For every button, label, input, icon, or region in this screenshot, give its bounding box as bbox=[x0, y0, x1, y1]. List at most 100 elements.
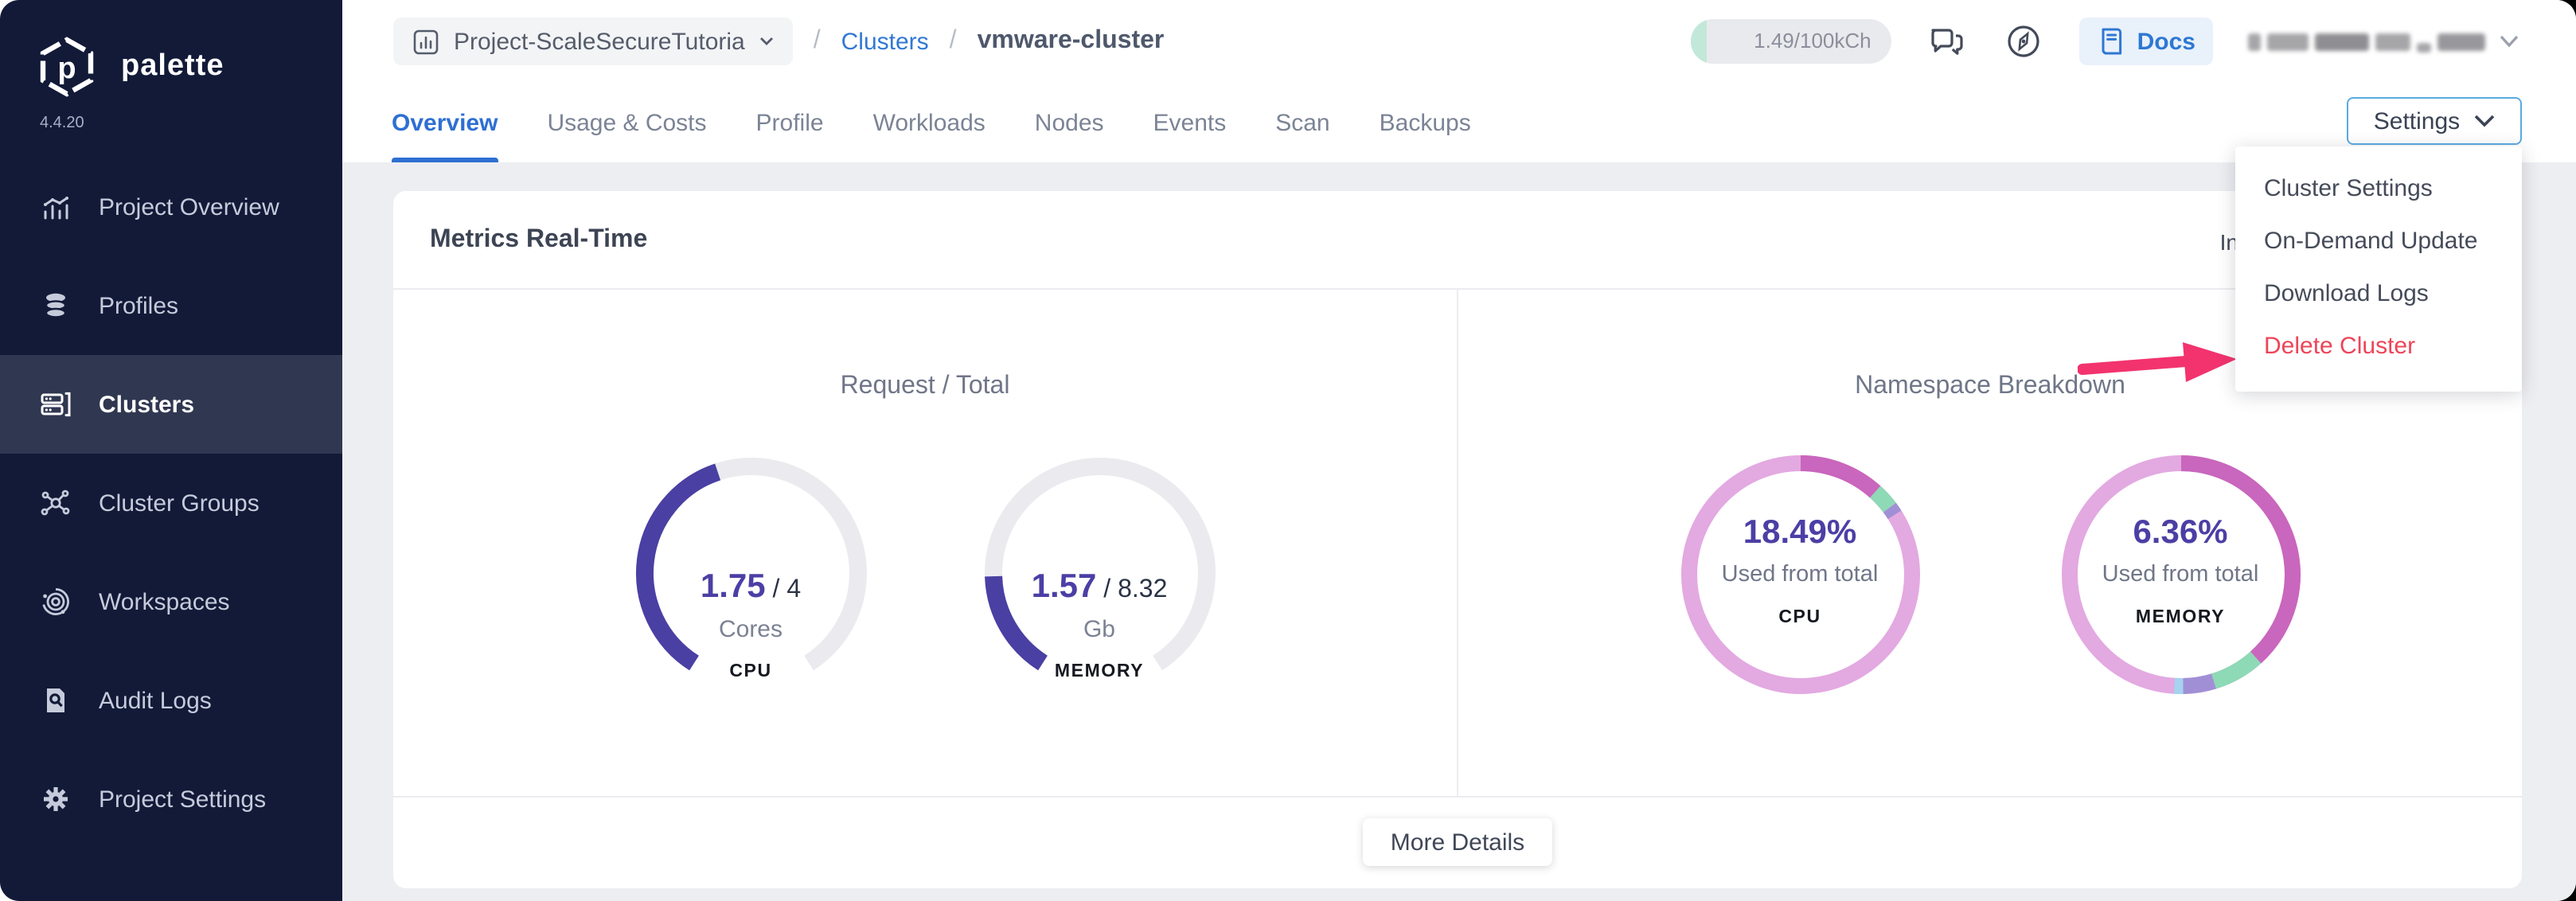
logo[interactable]: p palette bbox=[0, 0, 342, 99]
usage-text: 1.49/100kCh bbox=[1754, 29, 1872, 53]
compass-icon bbox=[2008, 25, 2040, 57]
truncated-header-text: In bbox=[2219, 229, 2238, 255]
memory-donut-ring bbox=[2061, 455, 2300, 695]
sidebar-item-project-settings[interactable]: Project Settings bbox=[0, 750, 342, 848]
sidebar-item-workspaces[interactable]: Workspaces bbox=[0, 552, 342, 651]
cpu-donut-label: CPU bbox=[1778, 608, 1821, 627]
book-icon bbox=[2102, 28, 2122, 55]
cpu-gauge-label: CPU bbox=[729, 662, 772, 681]
cpu-used-subtitle: Used from total bbox=[1721, 562, 1879, 587]
breadcrumb-separator: / bbox=[813, 27, 821, 54]
breadcrumb: Project-ScaleSecureTutoria / Clusters / … bbox=[393, 18, 1164, 65]
breadcrumb-clusters-link[interactable]: Clusters bbox=[841, 28, 929, 55]
docs-button[interactable]: Docs bbox=[2079, 18, 2213, 65]
cpu-donut-ring bbox=[1680, 455, 1919, 694]
tab-nodes[interactable]: Nodes bbox=[1034, 109, 1104, 136]
menu-item-on-demand-update[interactable]: On-Demand Update bbox=[2264, 228, 2478, 255]
menu-item-cluster-settings[interactable]: Cluster Settings bbox=[2264, 175, 2433, 202]
bar-chart-icon bbox=[44, 197, 68, 220]
sidebar-item-label: Project Settings bbox=[99, 786, 267, 813]
chevron-down-icon bbox=[2474, 115, 2495, 127]
memory-gauge: 1.57 / 8.32 Gb MEMORY bbox=[980, 454, 1219, 692]
palette-logo-icon: p bbox=[40, 37, 94, 97]
value-divider: / bbox=[1103, 576, 1111, 603]
docs-label: Docs bbox=[2137, 28, 2195, 55]
sidebar-item-project-overview[interactable]: Project Overview bbox=[0, 158, 342, 256]
app-version: 4.4.20 bbox=[40, 115, 84, 132]
chevron-down-icon bbox=[2500, 35, 2519, 48]
settings-button-label: Settings bbox=[2373, 107, 2461, 135]
cpu-gauge-arc bbox=[635, 458, 866, 671]
sidebar-item-label: Cluster Groups bbox=[99, 490, 260, 517]
annotation-arrow bbox=[2078, 342, 2237, 382]
sidebar-item-label: Project Overview bbox=[99, 193, 279, 220]
memory-donut-label: MEMORY bbox=[2135, 608, 2226, 627]
user-menu[interactable] bbox=[2248, 30, 2519, 53]
feedback-button[interactable] bbox=[1927, 21, 1969, 62]
tab-scan[interactable]: Scan bbox=[1275, 109, 1330, 136]
nodes-icon bbox=[41, 490, 70, 516]
sidebar: p palette 4.4.20 Project Overview bbox=[0, 0, 342, 901]
usage-progress bbox=[1691, 19, 1708, 64]
memory-request-value: 1.57 bbox=[1031, 568, 1097, 605]
cpu-used-percent: 18.49% bbox=[1743, 514, 1857, 551]
tab-backups[interactable]: Backups bbox=[1379, 109, 1471, 136]
more-details-button[interactable]: More Details bbox=[1363, 818, 1552, 866]
project-chart-icon bbox=[413, 29, 439, 54]
metrics-card-header: Metrics Real-Time bbox=[393, 191, 2522, 290]
topbar: Project-ScaleSecureTutoria / Clusters / … bbox=[342, 0, 2576, 83]
orbit-icon bbox=[42, 588, 69, 615]
usage-quota-pill[interactable]: 1.49/100kCh bbox=[1691, 19, 1892, 64]
memory-unit: Gb bbox=[1083, 616, 1115, 643]
servers-icon bbox=[41, 392, 71, 417]
sidebar-item-clusters[interactable]: Clusters bbox=[0, 355, 342, 454]
breadcrumb-separator: / bbox=[949, 27, 957, 54]
cpu-request-value: 1.75 bbox=[700, 568, 766, 605]
logo-wordmark: palette bbox=[121, 49, 224, 83]
memory-used-percent: 6.36% bbox=[2133, 514, 2228, 551]
user-name-redacted bbox=[2248, 30, 2485, 53]
menu-item-delete-cluster[interactable]: Delete Cluster bbox=[2264, 333, 2416, 360]
request-total-title: Request / Total bbox=[840, 372, 1010, 400]
menu-item-download-logs[interactable]: Download Logs bbox=[2264, 280, 2429, 307]
cpu-unit: Cores bbox=[718, 616, 783, 643]
explore-button[interactable] bbox=[2004, 21, 2045, 62]
namespace-breakdown-panel: Namespace Breakdown 18.49% Used from tot… bbox=[1458, 290, 2522, 796]
cpu-total-value: 4 bbox=[786, 576, 802, 603]
value-divider: / bbox=[772, 576, 780, 603]
memory-total-value: 8.32 bbox=[1118, 576, 1168, 603]
memory-namespace-donut: 6.36% Used from total MEMORY bbox=[2059, 454, 2301, 696]
main-area: Project-ScaleSecureTutoria / Clusters / … bbox=[342, 0, 2576, 901]
cluster-tabs: Overview Usage & Costs Profile Workloads… bbox=[342, 83, 2576, 162]
cpu-namespace-donut: 18.49% Used from total CPU bbox=[1679, 454, 1921, 696]
sidebar-nav: Project Overview Profiles bbox=[0, 158, 342, 848]
breadcrumb-caret-icon bbox=[759, 37, 773, 45]
metrics-card-title: Metrics Real-Time bbox=[430, 225, 648, 252]
breadcrumb-cluster-name: vmware-cluster bbox=[977, 27, 1165, 54]
sidebar-item-profiles[interactable]: Profiles bbox=[0, 256, 342, 355]
sidebar-item-audit-logs[interactable]: Audit Logs bbox=[0, 651, 342, 750]
tab-workloads[interactable]: Workloads bbox=[872, 109, 986, 136]
project-name: Project-ScaleSecureTutoria bbox=[454, 28, 745, 55]
tab-usage-costs[interactable]: Usage & Costs bbox=[547, 109, 707, 136]
layers-icon bbox=[45, 293, 67, 318]
cpu-gauge: 1.75 / 4 Cores CPU bbox=[631, 454, 870, 692]
tab-profile[interactable]: Profile bbox=[755, 109, 824, 136]
memory-used-subtitle: Used from total bbox=[2102, 562, 2259, 587]
topbar-right: 1.49/100kCh bbox=[1691, 18, 2519, 65]
sidebar-item-label: Workspaces bbox=[99, 588, 230, 615]
sidebar-item-label: Profiles bbox=[99, 292, 179, 319]
settings-button[interactable]: Settings bbox=[2347, 97, 2522, 145]
metrics-card: Metrics Real-Time In Request / Total 1.7… bbox=[393, 191, 2522, 888]
sidebar-item-cluster-groups[interactable]: Cluster Groups bbox=[0, 454, 342, 552]
tab-events[interactable]: Events bbox=[1153, 109, 1227, 136]
metrics-panels: Request / Total 1.75 / 4 Cores CPU bbox=[393, 290, 2522, 796]
chat-icon bbox=[1932, 29, 1964, 55]
project-selector[interactable]: Project-ScaleSecureTutoria bbox=[393, 18, 793, 65]
content-area: Metrics Real-Time In Request / Total 1.7… bbox=[342, 162, 2576, 901]
tab-overview[interactable]: Overview bbox=[392, 83, 498, 162]
settings-dropdown-menu: Cluster Settings On-Demand Update Downlo… bbox=[2235, 146, 2522, 392]
metrics-card-footer: More Details bbox=[393, 796, 2522, 887]
namespace-breakdown-title: Namespace Breakdown bbox=[1855, 372, 2125, 400]
